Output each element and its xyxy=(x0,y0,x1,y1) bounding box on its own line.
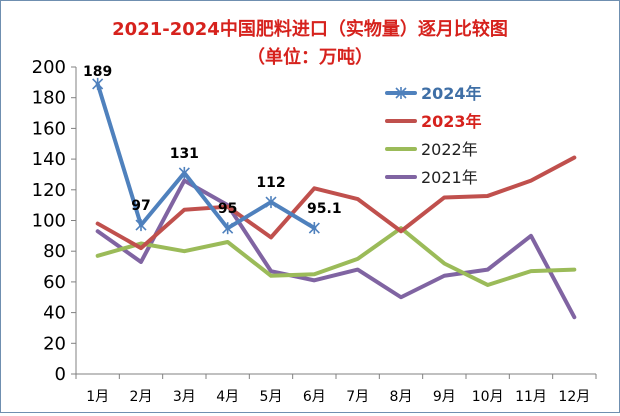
data-label: 95.1 xyxy=(307,201,342,217)
chart-title: 2021-2024中国肥料进口（实物量）逐月比较图 xyxy=(112,18,508,40)
x-tick-label: 5月 xyxy=(260,389,283,405)
chart-subtitle: （单位：万吨） xyxy=(247,46,373,68)
data-point xyxy=(92,77,104,90)
x-tick-label: 4月 xyxy=(216,389,239,405)
axes: 0 20 40 60 80 100 120 140 160 180 200 1月 2月 3月 4月 5月 6月 7… xyxy=(32,57,597,405)
data-point xyxy=(178,166,190,179)
y-tick-label: 200 xyxy=(32,57,66,78)
data-labels: 189 97 131 95 112 95.1 xyxy=(83,64,342,217)
data-label: 131 xyxy=(170,146,199,162)
data-point xyxy=(265,196,277,209)
series-layer xyxy=(92,77,577,320)
x-tick-label: 7月 xyxy=(346,389,369,405)
x-tick-label: 10月 xyxy=(472,389,504,405)
y-tick-label: 20 xyxy=(43,333,66,354)
data-point xyxy=(222,222,234,235)
y-tick-label: 0 xyxy=(55,364,66,385)
data-label: 95 xyxy=(218,201,237,217)
x-tick-label: 11月 xyxy=(515,389,547,405)
legend-label: 2024年 xyxy=(421,84,482,103)
y-tick-label: 40 xyxy=(43,303,66,324)
legend-item: 2023年 xyxy=(385,112,482,131)
x-tick-label: 12月 xyxy=(558,389,590,405)
legend-item: 2021年 xyxy=(385,168,478,187)
legend-label: 2022年 xyxy=(421,140,478,159)
y-tick-label: 160 xyxy=(32,118,66,139)
series-line-2022年 xyxy=(95,226,577,287)
data-label: 189 xyxy=(83,64,112,80)
series-line-2024年 xyxy=(95,81,317,231)
legend-label: 2021年 xyxy=(421,168,478,187)
legend-item: 2022年 xyxy=(385,140,478,159)
y-tick-label: 80 xyxy=(43,241,66,262)
data-point xyxy=(135,219,147,232)
legend-item: 2024年 xyxy=(385,84,482,103)
x-tick-label: 8月 xyxy=(390,389,413,405)
data-label: 112 xyxy=(256,175,285,191)
data-label: 97 xyxy=(131,198,150,214)
x-tick-label: 3月 xyxy=(173,389,196,405)
y-tick-label: 60 xyxy=(43,272,66,293)
data-point xyxy=(308,222,320,235)
y-tick-label: 140 xyxy=(32,149,66,170)
y-tick-label: 180 xyxy=(32,88,66,109)
x-tick-label: 6月 xyxy=(303,389,326,405)
x-tick-label: 1月 xyxy=(86,389,109,405)
legend-label: 2023年 xyxy=(421,112,482,131)
series-line-2021年 xyxy=(95,178,577,320)
x-tick-label: 9月 xyxy=(433,389,456,405)
legend: 2024年 2023年 2022年 2021年 xyxy=(385,84,482,187)
y-tick-label: 100 xyxy=(32,211,66,232)
x-tick-label: 2月 xyxy=(130,389,153,405)
y-tick-label: 120 xyxy=(32,180,66,201)
series-line-2023年 xyxy=(95,155,577,251)
